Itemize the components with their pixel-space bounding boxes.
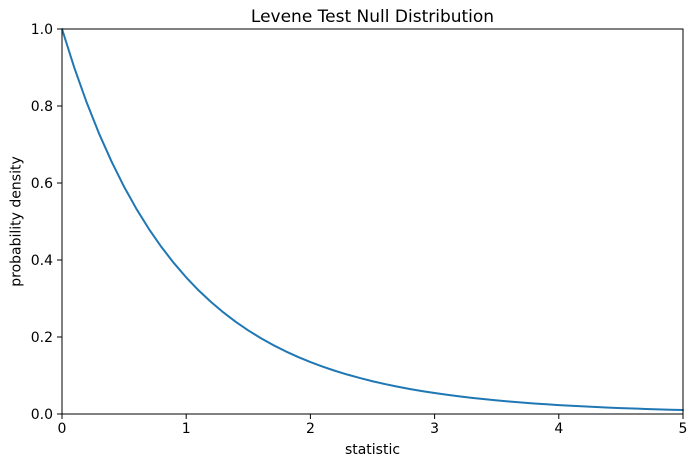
x-tick-label: 4: [554, 421, 563, 437]
x-axis-label: statistic: [344, 442, 401, 458]
chart-title: Levene Test Null Distribution: [250, 7, 495, 27]
density-curve: [61, 28, 684, 411]
x-tick-label: 1: [182, 421, 191, 437]
x-tick-label: 2: [306, 421, 315, 437]
y-tick-label: 0.6: [31, 176, 53, 192]
y-tick-label: 0.0: [31, 407, 53, 423]
y-tick-label: 0.4: [31, 253, 53, 269]
plot-border: [61, 28, 684, 415]
y-tick-label: 1.0: [31, 22, 53, 38]
x-tick-label: 0: [58, 421, 67, 437]
x-tick-label: 3: [430, 421, 439, 437]
y-tick-label: 0.8: [31, 99, 53, 115]
y-tick-label: 0.2: [31, 330, 53, 346]
x-tick-label: 5: [679, 421, 688, 437]
